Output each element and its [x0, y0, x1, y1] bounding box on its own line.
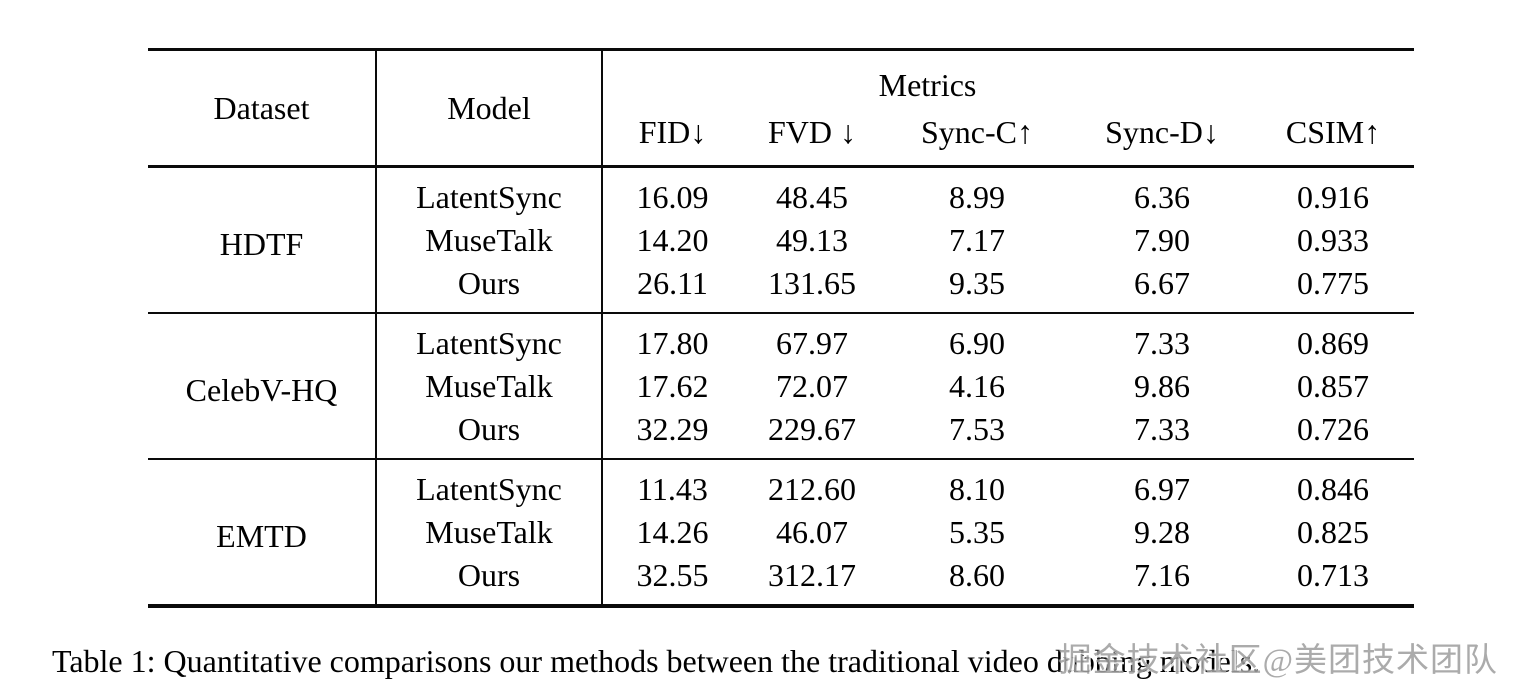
- table-header: Dataset Model Metrics FID↓ FVD ↓ Sync-C↑…: [148, 49, 1414, 167]
- table-row: EMTD LatentSync 11.43 212.60 8.10 6.97 0…: [148, 459, 1414, 606]
- model-cell: Ours: [376, 407, 603, 459]
- metric-cell: 0.775: [1297, 264, 1369, 301]
- metric-cell: 7.90: [1134, 221, 1190, 258]
- table-row: HDTF LatentSync 16.09 48.45 8.99 6.36 0.…: [148, 166, 1414, 313]
- dataset-cell: CelebV-HQ: [148, 313, 377, 459]
- model-cell: Ours: [376, 553, 603, 606]
- column-header-fid: FID↓: [638, 114, 707, 150]
- metric-cell: 14.20: [636, 221, 709, 258]
- metric-cell: 7.53: [949, 410, 1005, 447]
- metric-cell: 9.28: [1134, 513, 1190, 550]
- metric-cell: 26.11: [637, 264, 708, 301]
- metric-cell: 72.07: [776, 367, 848, 404]
- column-header-sync-d: Sync-D↓: [1105, 114, 1219, 150]
- watermark-text: 掘金技术社区@美团技术团队: [1058, 643, 1498, 679]
- metric-cell: 11.43: [637, 470, 708, 507]
- dataset-block-hdtf: HDTF LatentSync 16.09 48.45 8.99 6.36 0.…: [148, 166, 1414, 313]
- column-header-fvd: FVD ↓: [767, 114, 856, 150]
- model-cell: LatentSync: [376, 459, 603, 510]
- metric-cell: 46.07: [776, 513, 848, 550]
- model-cell: MuseTalk: [376, 364, 603, 407]
- metric-cell: 9.86: [1134, 367, 1190, 404]
- metric-cell: 212.60: [768, 470, 856, 507]
- column-group-metrics: Metrics: [602, 50, 1414, 106]
- model-cell: MuseTalk: [376, 218, 603, 261]
- metric-cell: 14.26: [636, 513, 709, 550]
- metric-cell: 8.60: [949, 556, 1005, 593]
- metric-cell: 67.97: [776, 324, 848, 361]
- dataset-cell: HDTF: [148, 166, 377, 313]
- table-caption-row: Table 1: Quantitative comparisons our me…: [52, 638, 1524, 684]
- table-row: MuseTalk 17.62 72.07 4.16 9.86 0.857: [148, 364, 1414, 407]
- metric-cell: 17.80: [636, 324, 709, 361]
- column-header-sync-c: Sync-C↑: [921, 114, 1033, 150]
- column-header-dataset: Dataset: [148, 49, 377, 167]
- model-cell: LatentSync: [376, 166, 603, 218]
- metric-cell: 0.846: [1297, 470, 1369, 507]
- metric-cell: 131.65: [768, 264, 856, 301]
- metric-cell: 0.933: [1297, 221, 1369, 258]
- table-row: MuseTalk 14.20 49.13 7.17 7.90 0.933: [148, 218, 1414, 261]
- metric-cell: 0.869: [1297, 324, 1369, 361]
- metric-cell: 229.67: [768, 410, 856, 447]
- metric-cell: 0.713: [1297, 556, 1369, 593]
- table-row: MuseTalk 14.26 46.07 5.35 9.28 0.825: [148, 510, 1414, 553]
- metric-cell: 312.17: [768, 556, 856, 593]
- metric-cell: 6.36: [1134, 178, 1190, 215]
- metric-cell: 8.10: [949, 470, 1005, 507]
- metric-cell: 0.857: [1297, 367, 1369, 404]
- metric-cell: 7.33: [1134, 324, 1190, 361]
- metric-cell: 0.825: [1297, 513, 1369, 550]
- metric-cell: 4.16: [949, 367, 1005, 404]
- metrics-group-label: Metrics: [878, 67, 977, 103]
- column-header-model: Model: [376, 49, 603, 167]
- metric-cell: 49.13: [776, 221, 848, 258]
- column-header-csim: CSIM↑: [1285, 114, 1381, 150]
- dataset-block-celebv-hq: CelebV-HQ LatentSync 17.80 67.97 6.90 7.…: [148, 313, 1414, 459]
- metric-cell: 0.916: [1297, 178, 1369, 215]
- table-row: Ours 32.29 229.67 7.53 7.33 0.726: [148, 407, 1414, 459]
- model-cell: LatentSync: [376, 313, 603, 364]
- metric-cell: 32.55: [636, 556, 709, 593]
- metric-cell: 6.67: [1134, 264, 1190, 301]
- metric-cell: 16.09: [636, 178, 709, 215]
- metric-cell: 6.90: [949, 324, 1005, 361]
- model-cell: Ours: [376, 261, 603, 313]
- metric-cell: 6.97: [1134, 470, 1190, 507]
- metric-cell: 7.16: [1134, 556, 1190, 593]
- table-row: Ours 26.11 131.65 9.35 6.67 0.775: [148, 261, 1414, 313]
- metric-cell: 8.99: [949, 178, 1005, 215]
- dataset-block-emtd: EMTD LatentSync 11.43 212.60 8.10 6.97 0…: [148, 459, 1414, 606]
- model-cell: MuseTalk: [376, 510, 603, 553]
- table-row: CelebV-HQ LatentSync 17.80 67.97 6.90 7.…: [148, 313, 1414, 459]
- metric-cell: 9.35: [949, 264, 1005, 301]
- dataset-cell: EMTD: [148, 459, 377, 606]
- metric-cell: 17.62: [636, 367, 709, 404]
- metric-cell: 5.35: [949, 513, 1005, 550]
- metric-cell: 32.29: [636, 410, 709, 447]
- metric-cell: 7.33: [1134, 410, 1190, 447]
- metric-cell: 0.726: [1297, 410, 1369, 447]
- metric-cell: 7.17: [949, 221, 1005, 258]
- table-caption: Table 1: Quantitative comparisons our me…: [52, 643, 1261, 679]
- metric-cell: 48.45: [776, 178, 848, 215]
- results-table: Dataset Model Metrics FID↓ FVD ↓ Sync-C↑…: [148, 48, 1414, 608]
- table-row: Ours 32.55 312.17 8.60 7.16 0.713: [148, 553, 1414, 606]
